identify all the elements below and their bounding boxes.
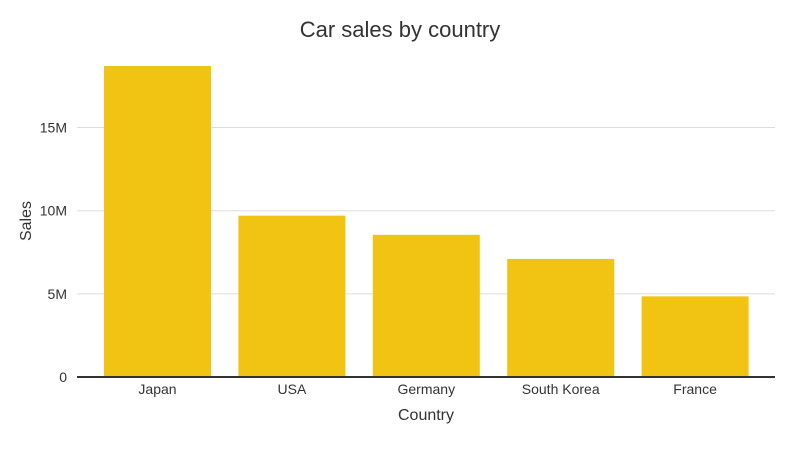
- x-tick-label: South Korea: [522, 381, 600, 397]
- bars: [104, 66, 749, 377]
- y-axis-label: Sales: [18, 201, 35, 241]
- x-axis-label: Country: [398, 407, 454, 424]
- y-tick-label: 15M: [40, 120, 67, 136]
- bar-germany: [372, 234, 480, 377]
- bar-france: [641, 296, 749, 377]
- x-tick-label: France: [673, 381, 717, 397]
- x-tick-label: Germany: [398, 381, 456, 397]
- y-axis-ticks: 0 5M 10M 15M: [40, 120, 67, 385]
- x-axis-ticks: Japan USA Germany South Korea France: [138, 381, 717, 397]
- bar-usa: [238, 215, 346, 377]
- x-tick-label: USA: [278, 381, 307, 397]
- x-tick-label: Japan: [138, 381, 176, 397]
- chart-title: Car sales by country: [300, 17, 501, 42]
- y-tick-label: 10M: [40, 203, 67, 219]
- bar-japan: [104, 66, 211, 377]
- bar-south-korea: [507, 258, 615, 377]
- y-tick-label: 5M: [48, 286, 67, 302]
- y-tick-label: 0: [59, 369, 67, 385]
